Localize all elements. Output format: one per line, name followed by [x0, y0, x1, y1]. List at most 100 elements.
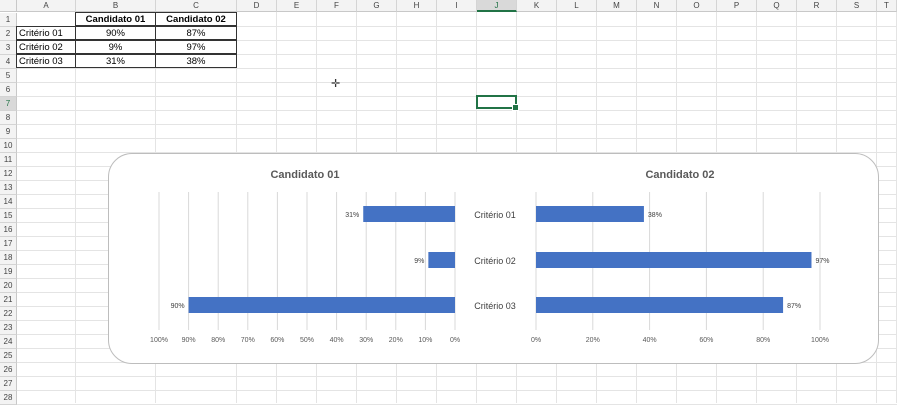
row-header-22[interactable]: 22 — [0, 307, 17, 321]
row-header-1[interactable]: 1 — [0, 13, 17, 27]
x-tick-left: 90% — [182, 337, 196, 344]
gridline — [17, 54, 897, 55]
gridline — [17, 96, 897, 97]
bar-right-1 — [536, 206, 644, 222]
cell-c2[interactable]: 87% — [155, 26, 237, 40]
row-header-3[interactable]: 3 — [0, 41, 17, 55]
x-tick-left: 70% — [241, 337, 255, 344]
row-header-7[interactable]: 7 — [0, 97, 17, 111]
row-header-8[interactable]: 8 — [0, 111, 17, 125]
row-header-5[interactable]: 5 — [0, 69, 17, 83]
bar-left-1 — [363, 206, 455, 222]
x-tick-right: 80% — [756, 337, 770, 344]
row-label-criterio-03[interactable]: Critério 03 — [16, 54, 76, 68]
row-header-9[interactable]: 9 — [0, 125, 17, 139]
row-header-15[interactable]: 15 — [0, 209, 17, 223]
data-label-left-1: 31% — [345, 212, 359, 219]
row-header-27[interactable]: 27 — [0, 377, 17, 391]
row-header-17[interactable]: 17 — [0, 237, 17, 251]
gridline — [17, 26, 897, 27]
cell-b3[interactable]: 9% — [75, 40, 156, 54]
cell-b2[interactable]: 90% — [75, 26, 156, 40]
row-header-16[interactable]: 16 — [0, 223, 17, 237]
x-tick-left: 80% — [211, 337, 225, 344]
chart-title-left: Candidato 01 — [270, 169, 339, 181]
row-header-11[interactable]: 11 — [0, 153, 17, 167]
x-tick-left: 0% — [450, 337, 460, 344]
column-header-a[interactable]: A — [17, 0, 76, 12]
column-header-s[interactable]: S — [837, 0, 877, 12]
column-header-d[interactable]: D — [237, 0, 277, 12]
x-tick-left: 100% — [150, 337, 168, 344]
category-label-1: Critério 01 — [474, 210, 516, 220]
column-header-l[interactable]: L — [557, 0, 597, 12]
gridline — [17, 40, 897, 41]
x-tick-left: 60% — [270, 337, 284, 344]
row-header-23[interactable]: 23 — [0, 321, 17, 335]
chart-title-right: Candidato 02 — [645, 169, 714, 181]
row-header-10[interactable]: 10 — [0, 139, 17, 153]
row-header-14[interactable]: 14 — [0, 195, 17, 209]
category-label-2: Critério 02 — [474, 256, 516, 266]
x-tick-left: 20% — [389, 337, 403, 344]
column-header-h[interactable]: H — [397, 0, 437, 12]
row-header-20[interactable]: 20 — [0, 279, 17, 293]
row-header-6[interactable]: 6 — [0, 83, 17, 97]
row-header-24[interactable]: 24 — [0, 335, 17, 349]
chart-canvas: Candidato 01 100% 90% 80% 70% 60% 50% 40% 30% 20%… — [150, 169, 829, 344]
row-label-criterio-02[interactable]: Critério 02 — [16, 40, 76, 54]
row-header-18[interactable]: 18 — [0, 251, 17, 265]
gridline — [17, 376, 897, 377]
active-cell-j7[interactable] — [476, 95, 519, 111]
header-candidato-01[interactable]: Candidato 01 — [75, 12, 156, 26]
x-tick-right: 60% — [699, 337, 713, 344]
category-label-3: Critério 03 — [474, 301, 516, 311]
bar-right-2 — [536, 252, 812, 268]
gridline — [17, 152, 897, 153]
cell-c4[interactable]: 38% — [155, 54, 237, 68]
column-header-i[interactable]: I — [437, 0, 477, 12]
data-label-right-1: 38% — [648, 212, 662, 219]
x-tick-right: 0% — [531, 337, 541, 344]
x-tick-left: 40% — [330, 337, 344, 344]
row-header-21[interactable]: 21 — [0, 293, 17, 307]
bar-left-2 — [428, 252, 455, 268]
gridline — [75, 12, 76, 403]
column-header-j[interactable]: J — [477, 0, 517, 12]
row-header-12[interactable]: 12 — [0, 167, 17, 181]
column-header-q[interactable]: Q — [757, 0, 797, 12]
row-header-2[interactable]: 2 — [0, 27, 17, 41]
row-header-13[interactable]: 13 — [0, 181, 17, 195]
row-header-4[interactable]: 4 — [0, 55, 17, 69]
column-header-b[interactable]: B — [76, 0, 156, 12]
cell-b4[interactable]: 31% — [75, 54, 156, 68]
cross-cursor-icon: ✛ — [331, 78, 341, 90]
gridline — [17, 68, 897, 69]
column-header-e[interactable]: E — [277, 0, 317, 12]
column-header-c[interactable]: C — [156, 0, 237, 12]
column-header-f[interactable]: F — [317, 0, 357, 12]
column-header-g[interactable]: G — [357, 0, 397, 12]
row-label-criterio-01[interactable]: Critério 01 — [16, 26, 76, 40]
column-header-r[interactable]: R — [797, 0, 837, 12]
chart-object[interactable]: Candidato 01 100% 90% 80% 70% 60% 50% 40% 30% 20%… — [108, 153, 879, 364]
row-header-19[interactable]: 19 — [0, 265, 17, 279]
data-label-left-3: 90% — [171, 303, 185, 310]
x-tick-right: 40% — [643, 337, 657, 344]
data-label-right-3: 87% — [787, 303, 801, 310]
bar-left-3 — [188, 297, 455, 313]
row-header-25[interactable]: 25 — [0, 349, 17, 363]
column-header-p[interactable]: P — [717, 0, 757, 12]
bar-right-3 — [536, 297, 784, 313]
select-all-corner[interactable] — [0, 0, 17, 12]
column-header-n[interactable]: N — [637, 0, 677, 12]
column-header-o[interactable]: O — [677, 0, 717, 12]
row-header-26[interactable]: 26 — [0, 363, 17, 377]
x-tick-right: 100% — [811, 337, 829, 344]
cell-c3[interactable]: 97% — [155, 40, 237, 54]
header-candidato-02[interactable]: Candidato 02 — [155, 12, 237, 26]
column-header-t[interactable]: T — [877, 0, 897, 12]
column-header-m[interactable]: M — [597, 0, 637, 12]
column-header-k[interactable]: K — [517, 0, 557, 12]
